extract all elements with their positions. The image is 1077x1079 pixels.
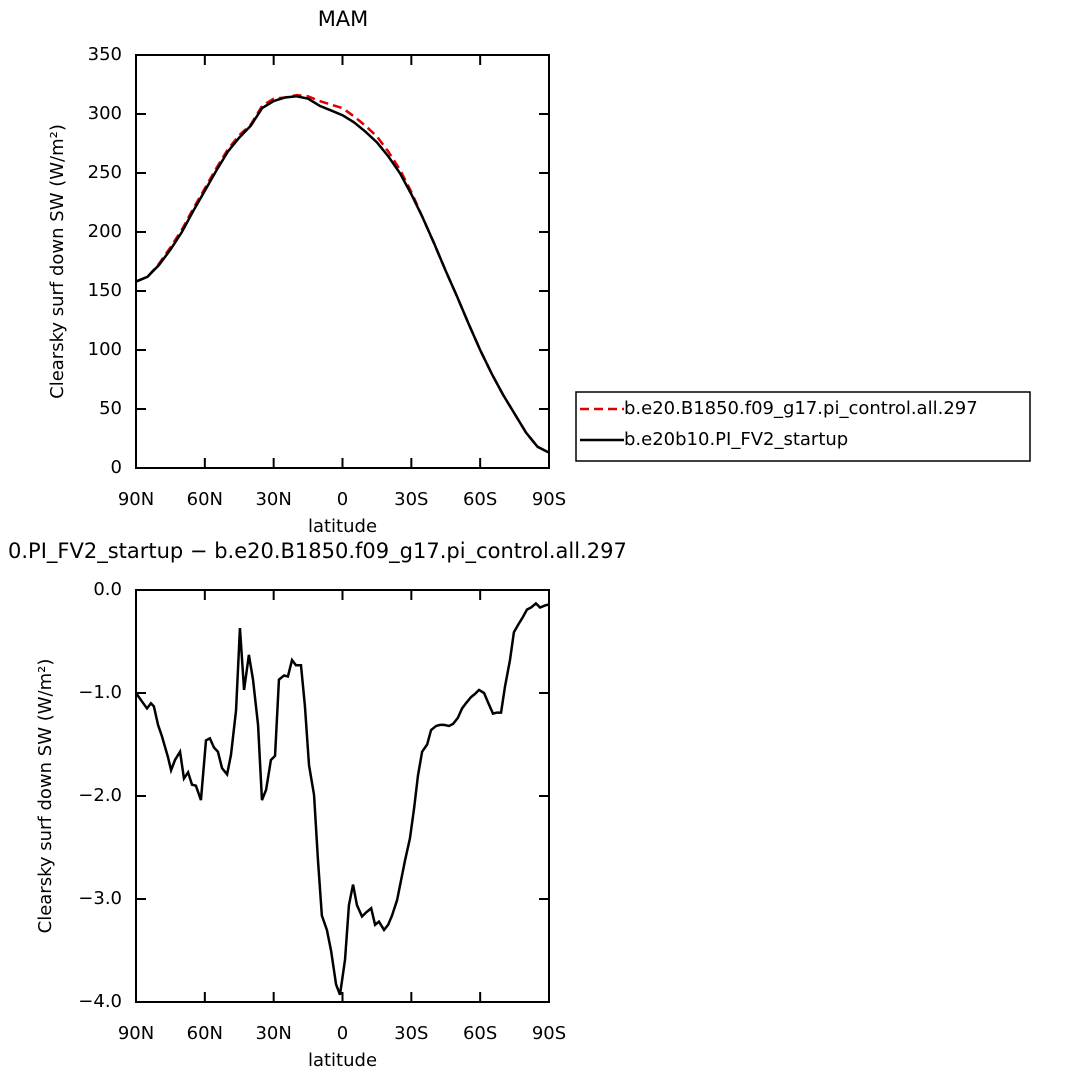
y-tick-label: 100 bbox=[88, 339, 122, 360]
x-tick-label: 0 bbox=[337, 1023, 348, 1044]
x-tick-label: 90S bbox=[532, 489, 566, 510]
y-tick-label: −4.0 bbox=[78, 991, 122, 1012]
x-tick-label: 60S bbox=[463, 1023, 497, 1044]
legend-label: b.e20b10.PI_FV2_startup bbox=[624, 429, 848, 450]
y-axis-label: Clearsky surf down SW (W/m²) bbox=[47, 124, 68, 399]
x-tick-label: 30N bbox=[255, 489, 291, 510]
x-tick-label: 90N bbox=[118, 489, 154, 510]
x-tick-label: 90N bbox=[118, 1023, 154, 1044]
legend-label: b.e20.B1850.f09_g17.pi_control.all.297 bbox=[624, 398, 978, 419]
y-tick-label: 200 bbox=[88, 221, 122, 242]
legend-box bbox=[575, 391, 1031, 462]
chart-title: 0.PI_FV2_startup − b.e20.B1850.f09_g17.p… bbox=[8, 539, 627, 564]
x-tick-label: 60N bbox=[187, 489, 223, 510]
y-tick-label: 0.0 bbox=[93, 579, 122, 600]
y-tick-label: −2.0 bbox=[78, 785, 122, 806]
y-tick-label: −3.0 bbox=[78, 888, 122, 909]
y-tick-label: 250 bbox=[88, 162, 122, 183]
plot-frame bbox=[135, 589, 550, 1003]
x-tick-label: 60S bbox=[463, 489, 497, 510]
x-tick-label: 30S bbox=[394, 489, 428, 510]
y-tick-label: 300 bbox=[88, 103, 122, 124]
x-tick-label: 30S bbox=[394, 1023, 428, 1044]
y-tick-label: 150 bbox=[88, 280, 122, 301]
data-line bbox=[135, 95, 550, 454]
y-tick-label: 0 bbox=[111, 457, 122, 478]
x-tick-label: 0 bbox=[337, 489, 348, 510]
y-axis-label: Clearsky surf down SW (W/m²) bbox=[35, 659, 56, 934]
x-axis-label: latitude bbox=[308, 516, 377, 537]
data-line bbox=[134, 601, 550, 996]
x-tick-label: 60N bbox=[187, 1023, 223, 1044]
chart-title: MAM bbox=[318, 7, 369, 31]
y-tick-label: 350 bbox=[88, 44, 122, 65]
y-tick-label: −1.0 bbox=[78, 682, 122, 703]
x-tick-label: 30N bbox=[255, 1023, 291, 1044]
x-tick-label: 90S bbox=[532, 1023, 566, 1044]
plot-frame bbox=[135, 54, 550, 469]
y-tick-label: 50 bbox=[99, 398, 122, 419]
data-line bbox=[135, 93, 550, 454]
x-axis-label: latitude bbox=[308, 1050, 377, 1071]
